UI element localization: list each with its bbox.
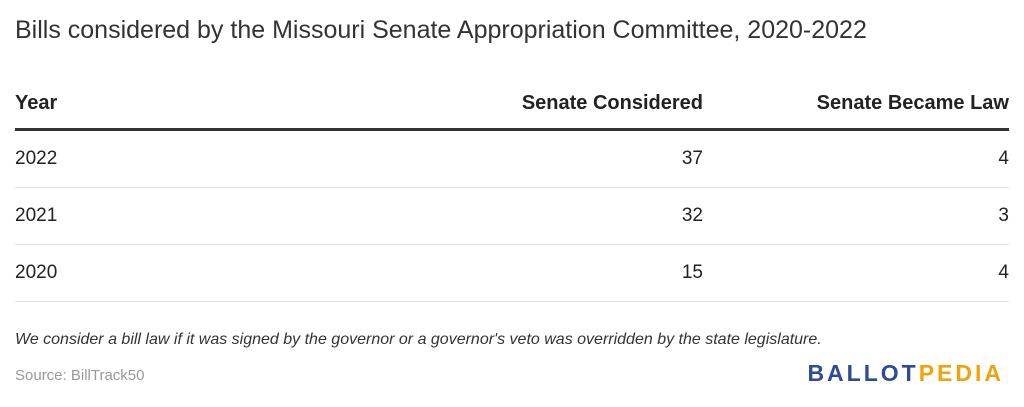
cell-year: 2020 <box>15 244 315 302</box>
table-row: 2022 37 4 <box>15 129 1009 188</box>
header-row: Year Senate Considered Senate Became Law <box>15 78 1009 131</box>
cell-senate-considered: 32 <box>315 187 703 245</box>
ballotpedia-logo: BALLOTPEDIA <box>807 360 1004 387</box>
source-credit: Source: BillTrack50 <box>15 367 145 384</box>
cell-senate-became-law: 4 <box>703 129 1009 188</box>
table-row: 2021 32 3 <box>15 187 1009 245</box>
cell-senate-considered: 15 <box>315 244 703 302</box>
header-senate-became-law: Senate Became Law <box>703 78 1009 131</box>
footnote: We consider a bill law if it was signed … <box>15 331 822 348</box>
logo-part-ballot: BALLOT <box>807 360 919 386</box>
data-table: Year Senate Considered Senate Became Law… <box>15 78 1009 302</box>
header-year: Year <box>15 78 315 131</box>
chart-title: Bills considered by the Missouri Senate … <box>15 16 867 44</box>
cell-year: 2021 <box>15 187 315 245</box>
table-row: 2020 15 4 <box>15 244 1009 302</box>
cell-senate-became-law: 3 <box>703 187 1009 245</box>
cell-senate-became-law: 4 <box>703 244 1009 302</box>
logo-part-pedia: PEDIA <box>918 360 1004 386</box>
cell-senate-considered: 37 <box>315 129 703 188</box>
header-senate-considered: Senate Considered <box>315 78 703 131</box>
cell-year: 2022 <box>15 129 315 188</box>
